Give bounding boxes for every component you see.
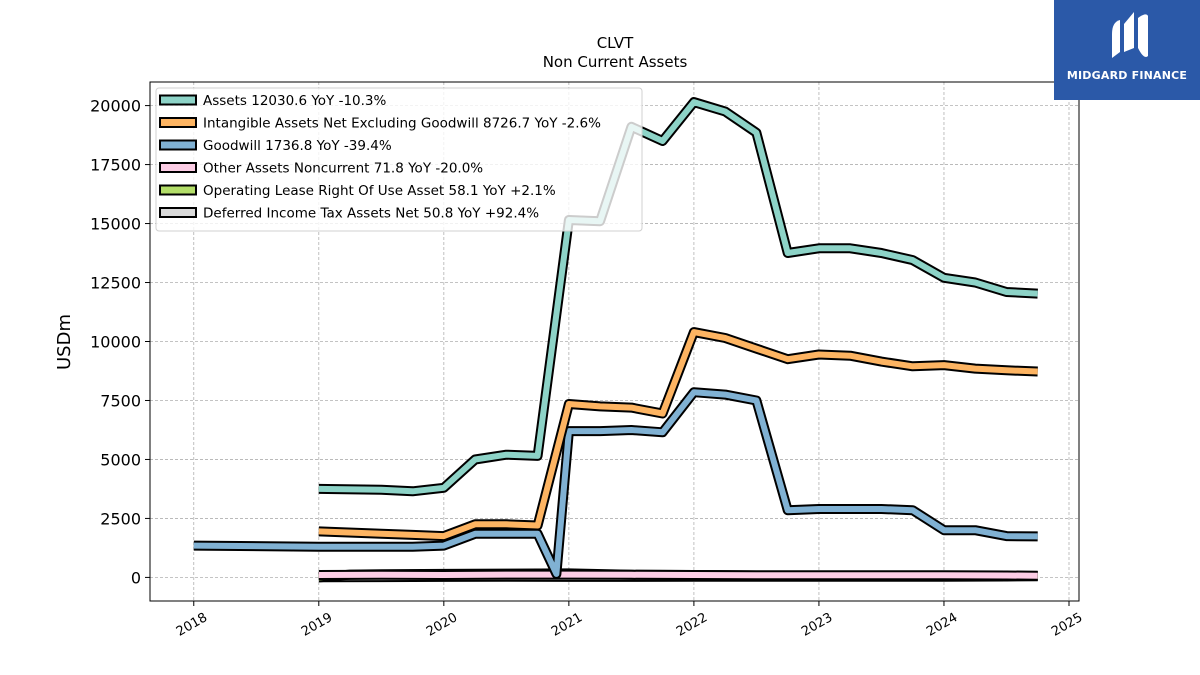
y-tick-label: 17500 — [90, 156, 141, 175]
legend-label: Operating Lease Right Of Use Asset 58.1 … — [203, 183, 556, 199]
y-tick-label: 12500 — [90, 274, 141, 293]
legend-label: Other Assets Noncurrent 71.8 YoY -20.0% — [203, 161, 483, 177]
y-tick-label: 2500 — [100, 509, 141, 528]
x-tick-label: 2025 — [1049, 610, 1085, 640]
x-tick-label: 2024 — [924, 610, 960, 640]
x-tick-label: 2019 — [299, 610, 335, 640]
series-line-goodwill — [193, 389, 1038, 577]
y-axis-ticks: 0 2500 5000 7500 10000 12500 15000 17500 20000 — [90, 97, 150, 587]
legend-box — [155, 87, 643, 232]
y-axis-label: USDm — [54, 314, 75, 370]
legend-label: Deferred Income Tax Assets Net 50.8 YoY … — [203, 206, 539, 222]
y-tick-label: 10000 — [90, 333, 141, 352]
legend-swatch — [159, 139, 197, 151]
y-tick-label: 5000 — [100, 450, 141, 469]
x-tick-label: 2018 — [174, 610, 210, 640]
legend-swatch — [159, 207, 197, 218]
brand-mark-icon — [1112, 12, 1148, 58]
x-tick-label: 2022 — [674, 610, 710, 640]
legend-swatch — [159, 94, 197, 106]
legend-label: Assets 12030.6 YoY -10.3% — [203, 93, 387, 109]
series-line-other-assets-noncurrent — [318, 571, 1038, 579]
legend-swatch — [159, 184, 197, 196]
legend-label: Intangible Assets Net Excluding Goodwill… — [203, 116, 601, 132]
x-tick-label: 2023 — [799, 610, 835, 640]
series-line-assets — [318, 99, 1038, 495]
y-tick-label: 7500 — [100, 391, 141, 410]
y-tick-label: 15000 — [90, 215, 141, 234]
legend-swatch — [159, 117, 197, 128]
brand-logo: MIDGARD FINANCE — [1054, 0, 1200, 100]
legend-label: Goodwill 1736.8 YoY -39.4% — [203, 138, 392, 154]
y-tick-label: 20000 — [90, 97, 141, 116]
chart-subtitle: Non Current Assets — [543, 53, 688, 71]
x-tick-label: 2020 — [424, 610, 460, 640]
legend: Assets 12030.6 YoY -10.3% Intangible Asse… — [155, 87, 643, 232]
legend-swatch — [159, 162, 197, 173]
chart-title: CLVT — [597, 34, 634, 52]
x-axis-ticks: 2018 2019 2020 2021 2022 2023 2024 2025 — [174, 601, 1085, 640]
x-tick-label: 2021 — [549, 610, 585, 640]
brand-name: MIDGARD FINANCE — [1066, 69, 1188, 82]
y-tick-label: 0 — [131, 568, 141, 587]
series-lines — [193, 97, 1038, 583]
series-line-intangible-assets-net-excluding-goodwill — [318, 329, 1038, 540]
